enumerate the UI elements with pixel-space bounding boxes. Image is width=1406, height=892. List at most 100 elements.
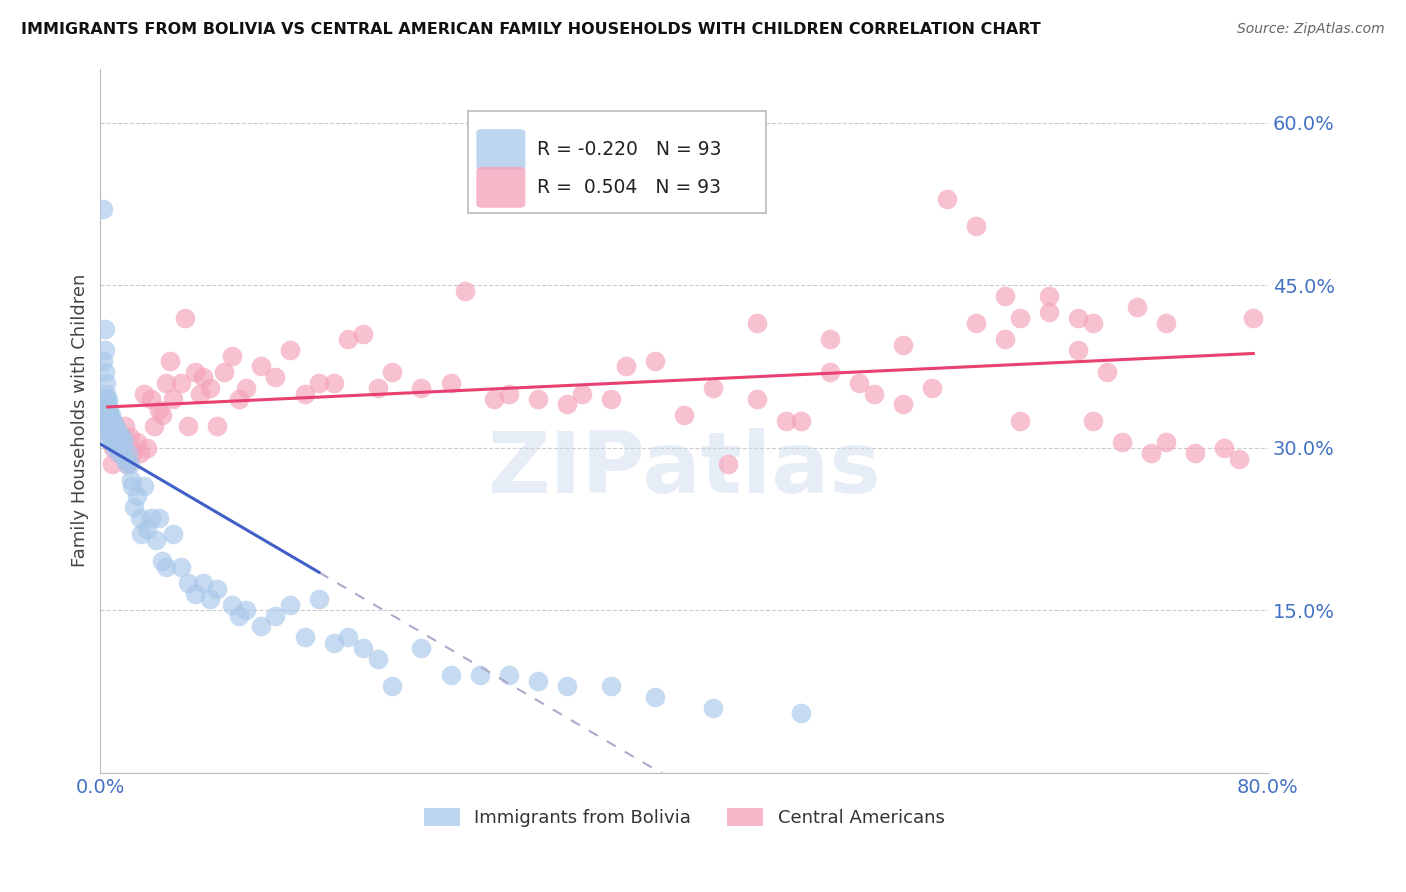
Point xyxy=(228,392,250,406)
Point xyxy=(97,414,120,428)
Point xyxy=(107,435,129,450)
Point xyxy=(169,560,191,574)
Point xyxy=(557,397,579,411)
Point xyxy=(818,365,841,379)
Point xyxy=(600,679,623,693)
Point xyxy=(98,430,121,444)
Point xyxy=(97,397,120,411)
Point xyxy=(891,397,914,411)
Point xyxy=(97,425,120,439)
Point xyxy=(97,419,120,434)
Point xyxy=(100,419,122,434)
Text: ZIPatlas: ZIPatlas xyxy=(488,428,882,511)
Point xyxy=(717,457,740,471)
Point xyxy=(122,500,145,515)
Point xyxy=(148,402,170,417)
Point xyxy=(134,478,156,492)
Point xyxy=(91,202,114,217)
Point xyxy=(1097,365,1119,379)
Point xyxy=(1227,451,1250,466)
Point xyxy=(322,376,344,390)
Point xyxy=(1184,446,1206,460)
FancyBboxPatch shape xyxy=(477,129,526,170)
Point xyxy=(818,332,841,346)
Point xyxy=(411,381,433,395)
Point xyxy=(98,419,121,434)
Point xyxy=(775,414,797,428)
Point xyxy=(367,652,389,666)
Text: R =  0.504   N = 93: R = 0.504 N = 93 xyxy=(537,178,721,197)
Point xyxy=(150,554,173,568)
Point xyxy=(439,376,461,390)
Point xyxy=(100,430,122,444)
Point xyxy=(143,419,166,434)
Point xyxy=(159,354,181,368)
Point xyxy=(250,359,273,374)
Point xyxy=(104,419,127,434)
Point xyxy=(264,370,287,384)
Point xyxy=(145,533,167,547)
Point xyxy=(221,598,243,612)
Point xyxy=(105,435,128,450)
Point xyxy=(1067,310,1090,325)
Point xyxy=(118,430,141,444)
Point xyxy=(1008,414,1031,428)
Point xyxy=(125,435,148,450)
Point xyxy=(97,402,120,417)
Point xyxy=(114,451,136,466)
Point xyxy=(994,289,1017,303)
Point xyxy=(101,419,124,434)
Point xyxy=(337,630,360,644)
Point xyxy=(235,381,257,395)
Point xyxy=(98,402,121,417)
Point xyxy=(103,435,125,450)
Point xyxy=(100,425,122,439)
Point xyxy=(205,419,228,434)
Point xyxy=(104,441,127,455)
Point xyxy=(96,392,118,406)
Point xyxy=(921,381,943,395)
Point xyxy=(1081,414,1104,428)
FancyBboxPatch shape xyxy=(477,167,526,208)
Point xyxy=(108,430,131,444)
Point xyxy=(352,326,374,341)
Point xyxy=(97,414,120,428)
Point xyxy=(1241,310,1264,325)
Point xyxy=(468,668,491,682)
Point xyxy=(107,425,129,439)
Point xyxy=(121,478,143,492)
Point xyxy=(381,365,404,379)
Point xyxy=(162,527,184,541)
Point xyxy=(103,425,125,439)
Point xyxy=(644,690,666,704)
Point xyxy=(162,392,184,406)
Point xyxy=(191,370,214,384)
Point xyxy=(352,641,374,656)
Point xyxy=(965,316,987,330)
Point xyxy=(367,381,389,395)
Point xyxy=(112,435,135,450)
Point xyxy=(498,386,520,401)
Point xyxy=(848,376,870,390)
Point xyxy=(97,408,120,422)
Point xyxy=(111,446,134,460)
Point xyxy=(98,425,121,439)
Point xyxy=(1038,305,1060,319)
Point xyxy=(104,430,127,444)
Point xyxy=(115,457,138,471)
Point xyxy=(148,511,170,525)
Point xyxy=(1111,435,1133,450)
Point xyxy=(1038,289,1060,303)
Point xyxy=(644,354,666,368)
Point xyxy=(96,397,118,411)
Point xyxy=(115,457,138,471)
Point xyxy=(278,343,301,358)
Point xyxy=(104,419,127,434)
Point xyxy=(1154,435,1177,450)
Point xyxy=(965,219,987,233)
Point xyxy=(101,414,124,428)
Point xyxy=(177,576,200,591)
Point xyxy=(98,414,121,428)
Point xyxy=(128,446,150,460)
Point xyxy=(191,576,214,591)
